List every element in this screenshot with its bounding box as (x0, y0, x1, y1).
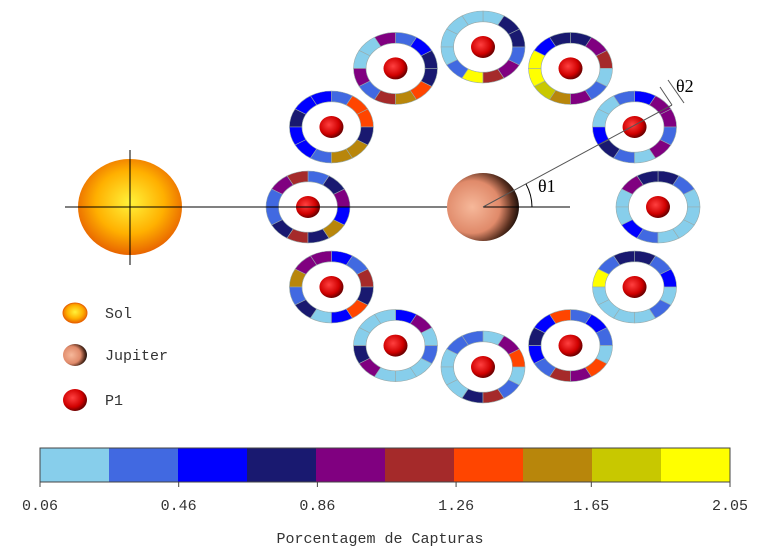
ring (592, 90, 677, 164)
legend-sun (62, 302, 88, 324)
p1 (471, 356, 495, 378)
colorbar-bin (523, 448, 592, 482)
colorbar-tick-label: 1.26 (438, 498, 474, 515)
ring (289, 250, 374, 324)
legend-jupiter (63, 344, 87, 366)
legend-label: Sol (105, 306, 132, 323)
rings (265, 10, 701, 404)
theta2-mark (659, 86, 673, 106)
colorbar-bin (385, 448, 454, 482)
ring (265, 170, 351, 244)
colorbar-tick-label: 0.46 (161, 498, 197, 515)
p1 (558, 334, 583, 357)
colorbar-bin (661, 448, 730, 482)
theta1-label: θ1 (538, 176, 556, 196)
ring (353, 309, 438, 382)
p1 (558, 57, 583, 80)
colorbar-bin (40, 448, 109, 482)
colorbar-frame (39, 447, 731, 483)
p1 (383, 57, 408, 80)
ring (615, 170, 701, 244)
theta2-label: θ2 (676, 76, 694, 96)
colorbar: 0.06 0.46 0.86 1.26 1.65 2.05 (22, 447, 748, 515)
theta2-mark (667, 79, 685, 104)
legend-label: Jupiter (105, 348, 168, 365)
colorbar-bin (316, 448, 385, 482)
p1 (622, 276, 647, 298)
colorbar-bin (454, 448, 523, 482)
p1 (319, 276, 344, 298)
radius-line (482, 104, 673, 208)
legend-p1 (63, 389, 87, 411)
colorbar-label: Porcentagem de Capturas (276, 531, 483, 548)
ring (440, 330, 526, 404)
colorbar-bin (247, 448, 316, 482)
theta1-arc (525, 183, 533, 208)
ring (528, 309, 613, 382)
ring (592, 250, 677, 324)
p1 (622, 116, 647, 138)
colorbar-bin (592, 448, 661, 482)
colorbar-bin (109, 448, 178, 482)
ring (528, 32, 613, 105)
legend-label: P1 (105, 393, 123, 410)
colorbar-tick-label: 0.06 (22, 498, 58, 515)
ring (289, 90, 374, 164)
colorbar-tick-label: 2.05 (712, 498, 748, 515)
ring (353, 32, 438, 105)
p1 (646, 196, 670, 218)
colorbar-tick-label: 1.65 (573, 498, 609, 515)
ring (440, 10, 526, 84)
p1 (383, 334, 408, 357)
p1 (471, 36, 495, 58)
colorbar-tick-label: 0.86 (299, 498, 335, 515)
colorbar-bin (178, 448, 247, 482)
p1 (319, 116, 344, 138)
